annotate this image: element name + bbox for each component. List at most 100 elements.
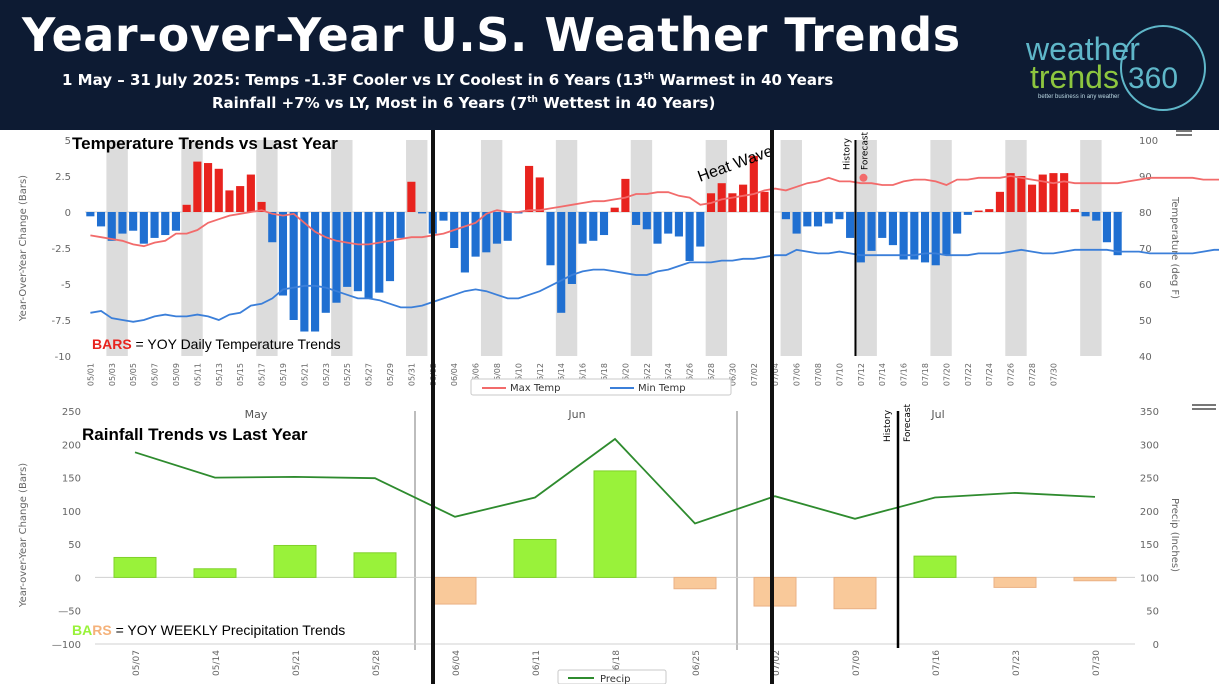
rain-bar	[193, 568, 237, 578]
svg-text:weather: weather	[1025, 31, 1140, 67]
temp-bar	[236, 186, 245, 212]
temp-bar	[321, 212, 330, 313]
temp-menu-icon	[1176, 130, 1192, 132]
temp-bar	[171, 212, 181, 231]
rain-bar	[433, 576, 477, 605]
temp-x-tick-label: 07/08	[814, 363, 823, 386]
temp-y2-tick-label: 40	[1139, 352, 1152, 363]
temp-bar	[278, 212, 288, 296]
rain-y-tick-label: 150	[62, 474, 81, 485]
rain-x-tick-label: 07/23	[1012, 650, 1022, 676]
temp-x-tick-label: 07/26	[1007, 363, 1016, 386]
temp-x-tick-label: 07/12	[857, 363, 866, 386]
temp-bar	[985, 209, 994, 212]
rain-bar	[513, 538, 557, 578]
temp-x-tick-label: 07/28	[1028, 363, 1037, 386]
rain-y-tick-label: 100	[62, 507, 81, 518]
temp-x-tick-label: 06/22	[643, 363, 652, 386]
rain-y-tick-label: 250	[62, 407, 81, 418]
temp-bar	[867, 212, 876, 251]
temp-y-tick-label: -10	[55, 352, 71, 363]
legend-max-temp-label: Max Temp	[510, 383, 561, 394]
rain-x-tick-label: 05/07	[132, 650, 142, 676]
temp-bar	[557, 212, 566, 313]
temp-bar	[931, 212, 940, 266]
temp-x-tick-label: 05/31	[407, 363, 416, 386]
temp-x-tick-label: 05/11	[193, 363, 202, 386]
temp-x-tick-label: 05/21	[300, 363, 309, 386]
temp-bar	[717, 183, 726, 212]
temp-bar	[1027, 184, 1037, 212]
weekend-band	[256, 140, 278, 356]
temp-bar	[674, 212, 683, 237]
temp-bar	[942, 212, 951, 256]
rain-x-tick-label: 05/28	[372, 650, 382, 676]
temp-bar	[482, 212, 491, 253]
subtitle-rainfall: Rainfall +7% vs LY, Most in 6 Years (7th…	[212, 94, 716, 112]
temp-x-tick-label: 07/22	[964, 363, 973, 386]
temp-y-tick-label: -7.5	[51, 316, 71, 327]
temp-bar	[920, 212, 930, 263]
temp-y2-tick-label: 70	[1139, 244, 1152, 255]
month-label: Jul	[930, 408, 944, 421]
temp-bar	[86, 212, 95, 217]
temp-x-tick-label: 07/24	[985, 363, 994, 386]
temp-x-tick-label: 07/04	[771, 363, 780, 386]
temp-x-tick-label: 05/27	[365, 363, 374, 386]
temp-bar	[492, 212, 502, 244]
temp-y2-tick-label: 90	[1139, 172, 1152, 183]
subtitle-temperature: 1 May – 31 July 2025: Temps -1.3F Cooler…	[62, 71, 834, 89]
legend-precip-label: Precip	[600, 674, 631, 684]
temp-x-tick-label: 05/19	[279, 363, 288, 386]
month-label: Jun	[567, 408, 585, 421]
temp-bar	[739, 184, 748, 212]
temp-bar	[910, 212, 919, 260]
weather-charts: 5 2.5 0 -2.5 -5 -7.5 -10 100 90 80 70 60 50 40 Year-Ov…	[18, 130, 1219, 684]
max-temp-line	[90, 175, 1219, 248]
temp-bar	[546, 212, 555, 266]
rain-bar	[113, 556, 157, 578]
temp-bar	[535, 177, 544, 212]
weekend-band	[630, 140, 653, 356]
rain-legend-box	[557, 669, 667, 684]
weekend-band	[855, 140, 877, 356]
bars-caption-text: = YOY Daily Temperature Trends	[132, 336, 341, 352]
weekend-band	[1080, 140, 1102, 356]
rain-history-label: History	[883, 409, 893, 442]
temp-x-tick-label: 06/18	[600, 363, 609, 386]
temp-bar	[118, 212, 127, 234]
temp-bar	[503, 212, 512, 241]
temp-x-tick-label: 06/14	[557, 363, 566, 386]
temp-bar	[749, 155, 758, 212]
rain-y2-tick-label: 50	[1146, 607, 1159, 618]
weekend-band	[1005, 140, 1027, 356]
bars-word-letter: A	[82, 622, 92, 638]
temp-bar	[696, 212, 705, 247]
temp-y2-tick-label: 100	[1139, 136, 1158, 147]
rain-x-tick-label: 06/25	[692, 650, 702, 676]
bars-caption-text: = YOY WEEKLY Precipitation Trends	[112, 622, 346, 638]
temp-x-tick-label: 07/16	[900, 363, 909, 386]
temp-x-tick-label: 06/08	[493, 363, 502, 386]
temp-bar	[835, 212, 844, 220]
temp-bar	[621, 178, 630, 212]
temp-bar	[728, 193, 737, 212]
temp-bar	[685, 212, 694, 261]
temp-x-tick-label: 06/20	[621, 363, 630, 386]
temp-x-tick-label: 05/09	[172, 363, 181, 386]
rain-y2-tick-label: 200	[1140, 507, 1159, 518]
rain-x-tick-label: 06/11	[532, 650, 542, 676]
temp-bar	[856, 212, 865, 263]
temp-bar	[311, 212, 320, 332]
temp-bar	[878, 212, 887, 238]
temp-x-tick-label: 06/24	[664, 363, 673, 386]
temp-x-tick-label: 05/01	[86, 363, 95, 386]
rain-x-tick-label: 05/21	[292, 650, 302, 676]
temp-chart-title: Temperature Trends vs Last Year	[72, 134, 338, 153]
bars-word: BARS	[92, 336, 132, 352]
temp-bar	[471, 212, 480, 257]
rain-chart-title: Rainfall Trends vs Last Year	[82, 425, 308, 444]
temp-bar	[161, 212, 170, 236]
rain-y2-tick-label: 300	[1140, 440, 1159, 451]
temp-bar	[846, 212, 855, 238]
